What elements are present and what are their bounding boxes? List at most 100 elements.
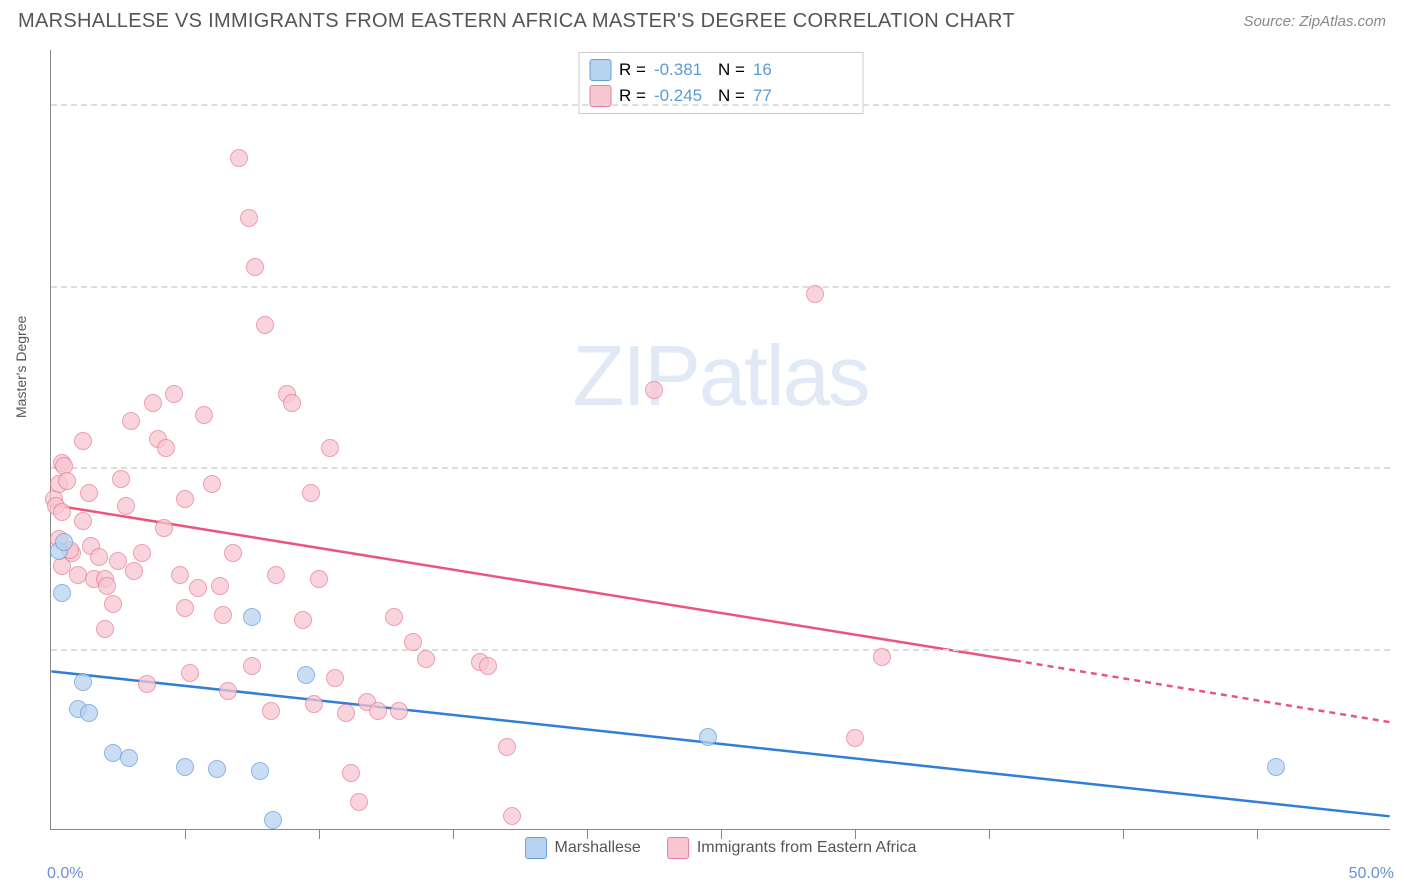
x-tick (855, 829, 856, 839)
series-legend: Marshallese Immigrants from Eastern Afri… (525, 837, 917, 859)
data-point (219, 682, 237, 700)
data-point (195, 406, 213, 424)
data-point (503, 807, 521, 825)
data-point (176, 758, 194, 776)
data-point (53, 584, 71, 602)
data-point (264, 811, 282, 829)
data-point (310, 570, 328, 588)
x-axis-min: 0.0% (47, 865, 83, 883)
r-value-1: -0.381 (654, 60, 710, 80)
y-axis-title: Master's Degree (13, 315, 29, 417)
watermark-thin: atlas (699, 329, 869, 424)
n-label: N = (718, 86, 745, 106)
data-point (133, 544, 151, 562)
data-point (90, 548, 108, 566)
data-point (390, 702, 408, 720)
data-point (342, 764, 360, 782)
data-point (53, 503, 71, 521)
data-point (246, 258, 264, 276)
data-point (112, 470, 130, 488)
n-value-1: 16 (753, 60, 772, 80)
data-point (109, 552, 127, 570)
data-point (337, 704, 355, 722)
data-point (208, 760, 226, 778)
gridline (51, 649, 1390, 651)
data-point (181, 664, 199, 682)
gridline (51, 286, 1390, 288)
data-point (350, 793, 368, 811)
data-point (155, 519, 173, 537)
data-point (120, 749, 138, 767)
data-point (138, 675, 156, 693)
r-label: R = (619, 86, 646, 106)
chart-source: Source: ZipAtlas.com (1243, 13, 1386, 30)
data-point (69, 566, 87, 584)
trend-lines (51, 50, 1390, 829)
data-point (385, 608, 403, 626)
n-label: N = (718, 60, 745, 80)
x-tick (185, 829, 186, 839)
legend-item-1: Marshallese (525, 837, 641, 859)
data-point (80, 704, 98, 722)
x-tick (989, 829, 990, 839)
data-point (55, 533, 73, 551)
data-point (98, 577, 116, 595)
scatter-chart: Master's Degree ZIPatlas R = -0.381 N = … (50, 50, 1390, 830)
data-point (297, 666, 315, 684)
x-tick (1123, 829, 1124, 839)
data-point (417, 650, 435, 668)
data-point (214, 606, 232, 624)
data-point (256, 316, 274, 334)
data-point (176, 490, 194, 508)
data-point (80, 484, 98, 502)
data-point (283, 394, 301, 412)
data-point (58, 472, 76, 490)
r-value-2: -0.245 (654, 86, 710, 106)
data-point (122, 412, 140, 430)
x-axis-max: 50.0% (1349, 865, 1394, 883)
data-point (117, 497, 135, 515)
watermark: ZIPatlas (573, 328, 869, 426)
x-tick (587, 829, 588, 839)
data-point (326, 669, 344, 687)
data-point (96, 620, 114, 638)
data-point (224, 544, 242, 562)
data-point (243, 657, 261, 675)
data-point (1267, 758, 1285, 776)
r-label: R = (619, 60, 646, 80)
gridline (51, 104, 1390, 106)
n-value-2: 77 (753, 86, 772, 106)
correlation-row-1: R = -0.381 N = 16 (589, 57, 852, 83)
swatch-icon (667, 837, 689, 859)
data-point (74, 673, 92, 691)
data-point (846, 729, 864, 747)
data-point (165, 385, 183, 403)
data-point (176, 599, 194, 617)
data-point (157, 439, 175, 457)
data-point (144, 394, 162, 412)
data-point (240, 209, 258, 227)
data-point (873, 648, 891, 666)
data-point (479, 657, 497, 675)
data-point (230, 149, 248, 167)
data-point (125, 562, 143, 580)
data-point (806, 285, 824, 303)
x-tick (319, 829, 320, 839)
data-point (203, 475, 221, 493)
data-point (321, 439, 339, 457)
data-point (74, 432, 92, 450)
data-point (262, 702, 280, 720)
data-point (171, 566, 189, 584)
legend-label-2: Immigrants from Eastern Africa (697, 839, 917, 857)
legend-label-1: Marshallese (555, 839, 641, 857)
data-point (104, 595, 122, 613)
swatch-icon (525, 837, 547, 859)
data-point (294, 611, 312, 629)
data-point (369, 702, 387, 720)
legend-item-2: Immigrants from Eastern Africa (667, 837, 917, 859)
data-point (498, 738, 516, 756)
data-point (211, 577, 229, 595)
data-point (305, 695, 323, 713)
x-tick (453, 829, 454, 839)
data-point (74, 512, 92, 530)
